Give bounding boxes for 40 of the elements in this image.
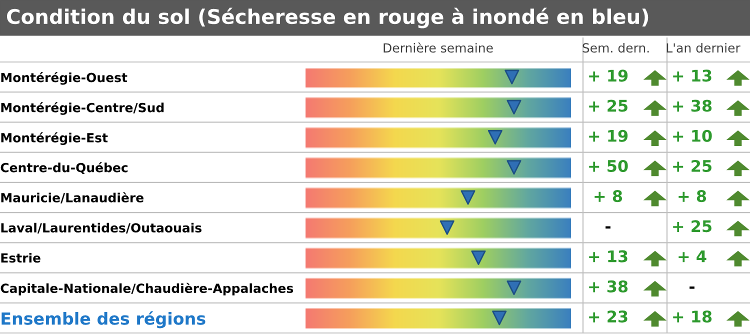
y-tick-label: Montérégie-Centre/Sud xyxy=(1,102,164,115)
y-tick-label: Ensemble des régions xyxy=(2,311,206,328)
text: Dernière semaine xyxy=(384,42,493,53)
y-tick-label: Laval/Laurentides/Outaouais xyxy=(1,222,202,234)
text: + 19 xyxy=(589,130,628,142)
text: + 25 xyxy=(673,220,712,232)
point xyxy=(488,130,502,145)
point xyxy=(460,190,476,205)
point xyxy=(506,160,522,175)
text: + 10 xyxy=(673,130,712,142)
text: + 38 xyxy=(673,100,712,112)
y-tick-label: Capitale-Nationale/Chaudière-Appalaches xyxy=(0,282,294,296)
point xyxy=(440,220,454,235)
point xyxy=(492,310,507,326)
text: + 13 xyxy=(589,250,628,262)
text: + 13 xyxy=(673,70,712,82)
text: - xyxy=(690,286,694,289)
text: + 18 xyxy=(673,310,712,323)
text: - xyxy=(606,226,610,229)
y-tick-label: Centre-du-Québec xyxy=(0,162,128,174)
text: Sem. dern. xyxy=(582,42,649,53)
point xyxy=(506,280,522,296)
text: + 19 xyxy=(589,70,628,82)
text: + 50 xyxy=(589,160,628,172)
point xyxy=(471,250,486,266)
text: L'an dernier xyxy=(666,42,740,53)
point xyxy=(506,100,522,114)
point xyxy=(504,70,520,84)
y-tick-label: Montérégie-Ouest xyxy=(1,72,128,85)
text: + 38 xyxy=(589,280,628,292)
y-tick-label: Montérégie-Est xyxy=(1,132,108,145)
text: + 23 xyxy=(589,310,628,323)
y-tick-label: Mauricie/Lanaudière xyxy=(1,192,144,204)
text: + 4 xyxy=(678,250,706,262)
text: + 25 xyxy=(673,160,712,172)
text: + 25 xyxy=(589,100,628,112)
y-tick-label: Estrie xyxy=(1,252,40,263)
text: + 8 xyxy=(594,190,622,202)
text: + 8 xyxy=(678,190,706,202)
chart-title: Condition du sol (Sécheresse en rouge à inondé en bleu) xyxy=(7,8,648,28)
